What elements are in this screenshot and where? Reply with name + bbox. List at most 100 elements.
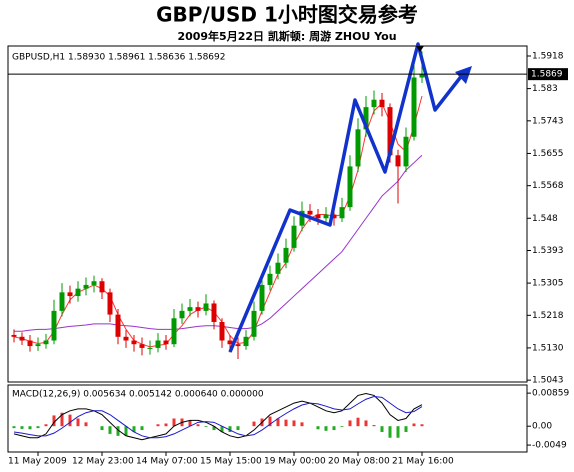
macd-bar <box>172 418 176 427</box>
macd-bar <box>332 426 336 431</box>
macd-bar <box>124 426 128 436</box>
candle-body <box>171 318 177 345</box>
macd-bar <box>140 426 144 431</box>
candle-body <box>419 74 425 78</box>
x-tick-label: 21 May 16:00 <box>392 457 454 467</box>
candle-body <box>51 310 57 341</box>
x-tick-label: 12 May 23:00 <box>72 457 134 467</box>
candle-body <box>235 344 241 347</box>
candle-body <box>187 307 193 311</box>
y-tick-label: 1.5568 <box>532 181 564 191</box>
x-tick-label: 14 May 07:00 <box>136 457 198 467</box>
y-tick-label: 1.5918 <box>532 52 564 62</box>
price-panel <box>7 45 528 383</box>
candle-body <box>395 155 401 167</box>
macd-bar <box>84 422 88 427</box>
candle-body <box>331 214 337 219</box>
macd-bar <box>364 420 368 427</box>
macd-bar <box>412 423 416 427</box>
candle-body <box>211 303 217 322</box>
macd-bar <box>28 426 32 430</box>
macd-bar <box>116 426 120 436</box>
candle-body <box>163 340 169 345</box>
macd-bar <box>68 414 72 427</box>
y-tick-label: 1.5043 <box>532 376 564 386</box>
plot-layer <box>11 51 425 441</box>
macd-bar <box>76 418 80 427</box>
candle-body <box>43 340 49 345</box>
candle-body <box>251 310 257 337</box>
y-tick-label: 1.5393 <box>532 246 564 256</box>
candle-body <box>347 166 353 208</box>
candle-body <box>315 214 321 219</box>
macd-bar <box>268 416 272 427</box>
indicator-line <box>13 396 423 439</box>
price-header: GBPUSD,H1 1.58930 1.58961 1.58636 1.5869… <box>12 53 225 63</box>
candle-body <box>283 247 289 263</box>
x-tick-label: 20 May 08:00 <box>328 457 390 467</box>
macd-bar <box>36 426 40 429</box>
candle-body <box>291 225 297 248</box>
candle-body <box>11 334 17 337</box>
candle-body <box>339 207 345 219</box>
candle-body <box>107 292 113 315</box>
chart-title: GBP/USD 1小时图交易参考 <box>156 3 418 27</box>
macd-bar <box>420 424 424 427</box>
candle-body <box>91 281 97 285</box>
macd-bar <box>52 415 56 427</box>
candle-body <box>411 77 417 137</box>
macd-bar <box>372 425 376 427</box>
macd-bar <box>284 419 288 427</box>
candle-body <box>275 262 281 274</box>
candle-body <box>67 292 73 297</box>
candle-body <box>403 136 409 167</box>
macd-bar <box>300 422 304 427</box>
candle-body <box>139 344 145 348</box>
y-tick-label: 1.583 <box>532 84 558 94</box>
macd-bar <box>188 420 192 427</box>
y-tick-label: 0.00 <box>532 422 552 432</box>
candle-body <box>195 307 201 311</box>
candle-body <box>123 336 129 341</box>
macd-bar <box>60 412 64 427</box>
x-tick-label: 11 May 2009 <box>8 457 67 467</box>
candle-body <box>259 284 265 311</box>
candle-body <box>243 336 249 347</box>
macd-bar <box>340 426 344 427</box>
candle-body <box>307 210 313 215</box>
indicator-line <box>14 154 423 332</box>
macd-bar <box>20 426 24 429</box>
macd-bar <box>228 426 232 432</box>
candle-body <box>203 303 209 311</box>
macd-bar <box>100 426 104 431</box>
shift-marker <box>416 46 424 52</box>
macd-panel <box>7 384 528 453</box>
macd-bar <box>276 418 280 427</box>
y-tick-label: 1.5655 <box>532 149 564 159</box>
y-tick-label: 1.5743 <box>532 116 564 126</box>
macd-bar <box>44 424 48 427</box>
x-tick-label: 19 May 00:00 <box>264 457 326 467</box>
candle-body <box>219 321 225 341</box>
candle-body <box>147 347 153 349</box>
y-tick-label: 1.5218 <box>532 311 564 321</box>
y-tick-label: -0.0049 <box>532 441 567 451</box>
macd-bar <box>204 426 208 427</box>
candle-body <box>179 310 185 319</box>
candle-body <box>299 210 305 226</box>
current-price-label: 1.5869 <box>531 70 563 80</box>
candle-body <box>27 340 33 347</box>
candle-body <box>371 99 377 108</box>
macd-bar <box>164 423 168 427</box>
macd-bar <box>156 424 160 427</box>
indicator-line <box>13 95 423 348</box>
arrow-head <box>455 66 472 84</box>
x-tick-label: 15 May 15:00 <box>200 457 262 467</box>
macd-bar <box>220 426 224 432</box>
candle-body <box>99 281 105 293</box>
macd-bar <box>252 421 256 427</box>
candle-body <box>75 288 81 297</box>
